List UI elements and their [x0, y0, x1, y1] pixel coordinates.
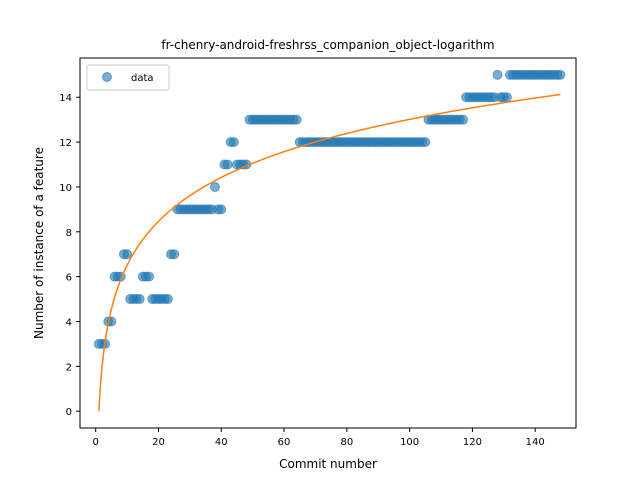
- data-point: [222, 159, 233, 170]
- y-axis-title: Number of instance of a feature: [32, 147, 46, 339]
- y-tick-label: 8: [66, 228, 72, 239]
- data-point: [144, 271, 155, 282]
- x-tick-label: 120: [463, 437, 482, 448]
- y-tick-label: 12: [59, 138, 72, 149]
- data-point: [216, 204, 227, 215]
- plot-group: [93, 69, 566, 412]
- x-tick-label: 80: [340, 437, 353, 448]
- data-point: [122, 249, 133, 260]
- data-point: [555, 69, 566, 80]
- x-axis-ticks: 0 20 40 60 80 100 120 140: [93, 428, 545, 448]
- legend-label-data: data: [131, 73, 154, 84]
- legend-box: [86, 64, 170, 91]
- data-point: [492, 69, 503, 80]
- y-tick-label: 14: [59, 93, 72, 104]
- y-tick-label: 6: [66, 273, 72, 284]
- data-point: [291, 114, 302, 125]
- x-tick-label: 60: [278, 437, 291, 448]
- legend-marker: [102, 72, 112, 82]
- data-point: [501, 92, 512, 103]
- y-tick-label: 10: [59, 183, 72, 194]
- x-tick-label: 20: [152, 437, 165, 448]
- y-axis-ticks: 0 2 4 6 8 10 12 14: [59, 93, 80, 418]
- y-tick-label: 0: [66, 407, 72, 418]
- x-tick-label: 140: [526, 437, 545, 448]
- y-tick-label: 4: [66, 317, 72, 328]
- legend: data: [86, 64, 170, 91]
- chart-title: fr-chenry-android-freshrss_companion_obj…: [161, 38, 494, 52]
- y-tick-label: 2: [66, 362, 72, 373]
- fit-line: [98, 93, 561, 412]
- data-point: [209, 181, 220, 192]
- data-point: [162, 294, 173, 305]
- data-point: [420, 137, 431, 148]
- x-axis-title: Commit number: [279, 457, 377, 471]
- data-point: [228, 137, 239, 148]
- x-tick-label: 0: [93, 437, 99, 448]
- x-tick-label: 100: [400, 437, 419, 448]
- data-point: [169, 249, 180, 260]
- plot-frame: [79, 57, 577, 429]
- data-point: [134, 294, 145, 305]
- x-tick-label: 40: [215, 437, 228, 448]
- data-point: [457, 114, 468, 125]
